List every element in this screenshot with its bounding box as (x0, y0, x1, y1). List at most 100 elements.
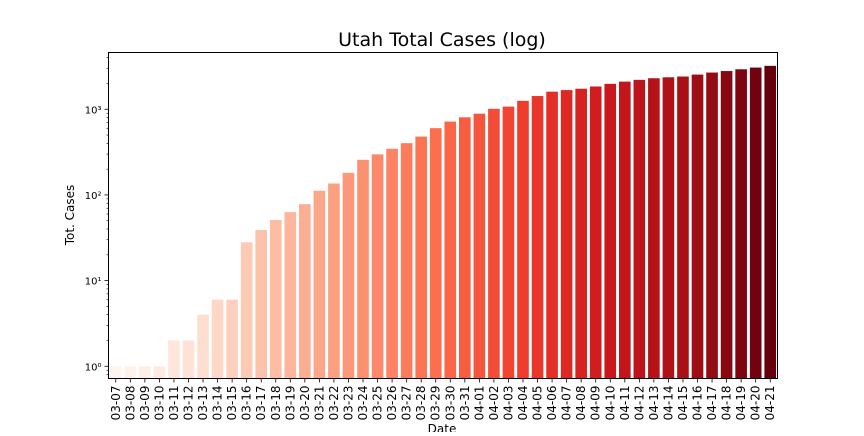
x-tick-label: 04-09 (589, 386, 603, 421)
bar-04-05 (531, 96, 544, 379)
bar-03-30 (444, 121, 457, 379)
x-tick-label: 04-17 (705, 386, 719, 421)
x-tick-label: 04-13 (647, 386, 661, 421)
x-tick-label: 03-14 (211, 386, 225, 421)
bar-03-25 (371, 154, 384, 379)
x-tick-label: 03-17 (254, 386, 268, 421)
bar-04-17 (706, 72, 718, 379)
x-tick-label: 03-09 (138, 386, 152, 421)
x-tick-label: 03-27 (400, 386, 414, 421)
x-tick-label: 03-07 (109, 386, 123, 421)
x-tick-label: 03-24 (356, 386, 370, 421)
x-tick-label: 03-30 (443, 386, 457, 421)
bars-group (109, 65, 777, 379)
bar-03-10 (153, 366, 166, 379)
bar-03-27 (400, 143, 413, 379)
bar-03-26 (386, 148, 398, 379)
bar-04-12 (633, 79, 646, 379)
x-tick-label: 03-15 (225, 386, 239, 421)
x-tick-label: 04-10 (603, 386, 617, 421)
x-tick-label: 04-18 (720, 386, 734, 421)
bar-04-15 (677, 76, 689, 379)
bar-04-01 (473, 113, 486, 379)
bar-04-18 (720, 71, 733, 379)
x-tick-label: 03-20 (298, 386, 312, 421)
bar-04-11 (618, 81, 631, 379)
x-tick-label: 03-21 (312, 386, 326, 421)
x-tick-label: 03-19 (283, 386, 297, 421)
bar-04-04 (517, 100, 529, 379)
bar-04-20 (749, 67, 762, 379)
bar-04-10 (604, 83, 617, 379)
bar-03-07 (109, 366, 122, 379)
x-tick-label: 03-25 (371, 386, 385, 421)
x-tick-label: 04-02 (487, 386, 501, 421)
x-tick-label: 04-07 (560, 386, 574, 421)
bar-03-12 (182, 340, 195, 379)
x-tick-label: 03-11 (167, 386, 181, 421)
x-tick-label: 04-15 (676, 386, 690, 421)
y-tick-label: 10¹ (85, 277, 102, 288)
bar-03-15 (226, 299, 238, 379)
x-tick-label: 03-23 (341, 386, 355, 421)
x-tick-label: 03-31 (458, 386, 472, 421)
x-tick-label: 03-26 (385, 386, 399, 421)
bar-04-06 (546, 91, 558, 379)
y-axis-label: Tot. Cases (63, 185, 77, 247)
bar-04-07 (560, 90, 573, 379)
bar-04-21 (764, 65, 777, 379)
bar-03-18 (269, 220, 282, 379)
bar-04-02 (488, 108, 500, 379)
chart-title: Utah Total Cases (log) (338, 29, 546, 51)
x-tick-label: 03-18 (269, 386, 283, 421)
bar-03-20 (299, 204, 311, 379)
x-tick-label: 03-28 (414, 386, 428, 421)
x-tick-label: 04-06 (545, 386, 559, 421)
y-ticks-group: 10⁰ 10¹ 10² 10³ (85, 57, 109, 375)
bar-03-23 (342, 172, 355, 379)
bar-04-13 (648, 78, 660, 379)
x-tick-label: 03-29 (429, 386, 443, 421)
x-tick-label: 04-04 (516, 386, 530, 421)
x-tick-label: 03-16 (240, 386, 254, 421)
bar-03-19 (284, 212, 297, 379)
bar-04-09 (589, 86, 602, 379)
y-tick-label: 10² (85, 191, 102, 202)
bar-03-13 (197, 314, 209, 379)
bar-04-08 (575, 88, 587, 379)
x-tick-label: 04-11 (618, 386, 632, 421)
bar-03-16 (240, 242, 253, 379)
x-tick-label: 04-01 (472, 386, 486, 421)
bar-03-22 (328, 183, 340, 379)
bar-03-31 (459, 117, 471, 379)
x-tick-label: 03-22 (327, 386, 341, 421)
x-tick-label: 04-19 (734, 386, 748, 421)
x-ticks-group: 03-07 03-08 03-09 03-10 03-11 03-12 03-13 03-14… (109, 378, 777, 421)
plot-frame (108, 52, 778, 379)
bar-03-21 (313, 190, 326, 379)
bar-03-14 (211, 299, 224, 379)
x-tick-label: 04-03 (501, 386, 515, 421)
x-tick-label: 04-08 (574, 386, 588, 421)
bar-04-19 (735, 69, 747, 379)
x-tick-label: 04-21 (763, 386, 777, 421)
x-tick-label: 03-08 (123, 386, 137, 421)
x-tick-label: 04-20 (749, 386, 763, 421)
x-axis-label: Date (428, 422, 457, 432)
bar-03-11 (168, 340, 180, 379)
bar-03-08 (124, 366, 137, 379)
x-tick-label: 03-13 (196, 386, 210, 421)
x-tick-label: 04-05 (531, 386, 545, 421)
x-tick-label: 03-12 (181, 386, 195, 421)
bar-04-03 (502, 106, 515, 379)
bar-04-16 (691, 74, 704, 379)
bar-03-28 (415, 136, 427, 379)
x-tick-label: 04-16 (691, 386, 705, 421)
x-tick-label: 04-12 (632, 386, 646, 421)
y-tick-label: 10⁰ (85, 362, 102, 373)
x-tick-label: 03-10 (152, 386, 166, 421)
bar-03-09 (139, 366, 151, 379)
y-tick-label: 10³ (85, 105, 102, 116)
